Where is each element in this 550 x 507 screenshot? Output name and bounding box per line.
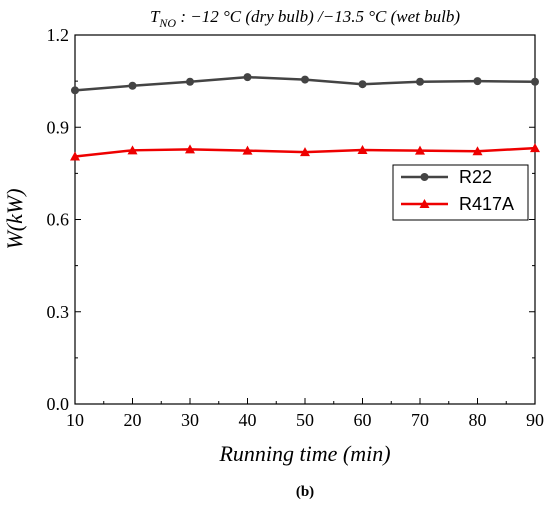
chart-title: TNO : −12 °C (dry bulb) /−13.5 °C (wet b…	[150, 7, 460, 30]
series-group	[70, 73, 540, 161]
legend: R22 R417A	[392, 164, 529, 221]
data-point-r22	[186, 77, 194, 86]
data-point-r417a	[530, 143, 540, 153]
axis-ticks: 10 20 30 40 50 60 70 80 90 0.0 0.3 0.6 0.9 1.2	[47, 25, 545, 430]
data-point-r417a	[185, 144, 195, 154]
y-tick-label: 0.0	[47, 394, 70, 414]
data-point-r22	[301, 75, 309, 84]
legend-label-r417a: R417A	[459, 194, 514, 214]
y-tick-label: 0.6	[47, 210, 70, 230]
legend-label-r22: R22	[459, 167, 492, 187]
legend-marker-r417a	[419, 199, 430, 208]
x-tick-label: 90	[526, 410, 544, 430]
legend-marker-r22	[420, 173, 429, 181]
data-point-r22	[128, 81, 137, 90]
title-subscript: NO	[158, 16, 176, 30]
title-main: T	[150, 7, 161, 26]
x-tick-label: 40	[239, 410, 257, 430]
x-tick-label: 20	[124, 410, 142, 430]
data-point-r22	[71, 86, 79, 95]
x-tick-label: 80	[469, 410, 487, 430]
title-rest: : −12 °C (dry bulb) /−13.5 °C (wet bulb)	[176, 7, 460, 26]
figure-caption: (b)	[296, 484, 314, 500]
data-point-r22	[531, 77, 539, 86]
data-point-r417a	[127, 145, 138, 155]
x-tick-label: 60	[354, 410, 372, 430]
x-axis-label: Running time (min)	[218, 441, 390, 466]
data-point-r22	[416, 77, 424, 86]
data-point-r22	[473, 77, 482, 86]
y-tick-label: 0.9	[47, 117, 70, 137]
data-point-r22	[243, 73, 252, 82]
y-tick-label: 0.3	[47, 302, 70, 322]
data-point-r417a	[300, 147, 310, 157]
y-axis-label: W(kW)	[2, 188, 27, 249]
x-tick-label: 50	[296, 410, 314, 430]
x-tick-label: 70	[411, 410, 429, 430]
data-point-r417a	[242, 145, 253, 155]
data-point-r417a	[415, 145, 425, 155]
data-point-r417a	[357, 145, 368, 155]
x-tick-label: 30	[181, 410, 199, 430]
data-point-r417a	[472, 146, 483, 156]
x-tick-label: 10	[66, 410, 84, 430]
y-tick-label: 1.2	[47, 25, 70, 45]
data-point-r417a	[70, 151, 80, 161]
legend-box	[392, 164, 529, 221]
data-point-r22	[358, 80, 367, 89]
